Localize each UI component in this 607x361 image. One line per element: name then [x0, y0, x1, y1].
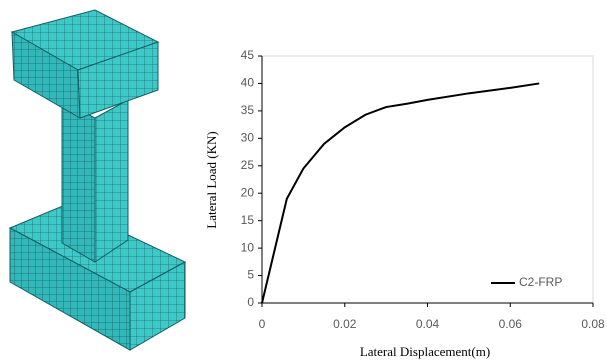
y-tick-label: 45: [241, 48, 255, 62]
y-tick-label: 10: [241, 240, 255, 254]
x-tick-label: 0: [259, 317, 266, 331]
legend-label: C2-FRP: [519, 275, 562, 289]
x-axis-label: Lateral Displacement(m): [360, 344, 490, 359]
mesh-model: [10, 10, 185, 350]
y-tick-label: 40: [241, 76, 255, 90]
y-axis-label: Lateral Load (KN): [204, 131, 219, 228]
y-tick-label: 20: [241, 185, 255, 199]
y-tick-label: 5: [247, 268, 254, 282]
y-tick-label: 15: [241, 213, 255, 227]
y-tick-label: 25: [241, 158, 255, 172]
x-tick-label: 0.02: [333, 317, 357, 331]
plot-frame: [262, 56, 593, 303]
figure: Lateral Displacement(m) Lateral Load (KN…: [0, 0, 607, 361]
line-series: [262, 83, 539, 303]
x-tick-label: 0.08: [581, 317, 605, 331]
y-tick-label: 30: [241, 131, 255, 145]
x-tick-label: 0.04: [416, 317, 440, 331]
page: {"chart_data": {"type": "line", "x_label…: [0, 0, 607, 361]
y-tick-label: 35: [241, 103, 255, 117]
y-tick-label: 0: [247, 295, 254, 309]
x-tick-label: 0.06: [499, 317, 523, 331]
